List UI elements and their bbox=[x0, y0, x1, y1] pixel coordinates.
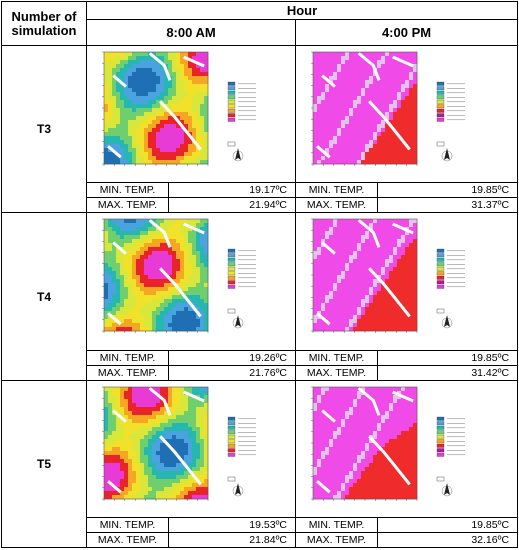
temperature-map-t5-8am bbox=[86, 379, 296, 518]
min-temp-label: MIN. TEMP. bbox=[86, 516, 169, 533]
max-temp-label: MAX. TEMP. bbox=[86, 197, 169, 214]
temperature-map-t3-8am bbox=[86, 45, 296, 184]
max-temp-value: 21.94ºC bbox=[168, 197, 296, 214]
max-temp-label: MAX. TEMP. bbox=[295, 531, 378, 549]
temperature-map-image bbox=[90, 383, 292, 514]
min-temp-label: MIN. TEMP. bbox=[86, 349, 169, 366]
max-temp-value: 31.42ºC bbox=[376, 364, 519, 381]
min-temp-label: MIN. TEMP. bbox=[86, 182, 169, 199]
max-temp-label: MAX. TEMP. bbox=[86, 531, 169, 549]
min-temp-value: 19.26ºC bbox=[168, 349, 296, 366]
simulation-label-t5: T5 bbox=[1, 379, 87, 549]
temperature-map-t4-8am bbox=[86, 212, 296, 351]
temperature-map-image bbox=[90, 49, 292, 180]
max-temp-label: MAX. TEMP. bbox=[295, 364, 378, 381]
max-temp-value: 31.37ºC bbox=[376, 197, 519, 214]
min-temp-value: 19.85ºC bbox=[376, 349, 519, 366]
column-8am-header: 8:00 AM bbox=[86, 19, 296, 47]
temperature-map-image bbox=[299, 49, 514, 180]
temperature-map-image bbox=[299, 216, 514, 347]
max-temp-label: MAX. TEMP. bbox=[295, 197, 378, 214]
min-temp-value: 19.85ºC bbox=[376, 516, 519, 533]
simulation-label-t4: T4 bbox=[1, 212, 87, 381]
min-temp-value: 19.53ºC bbox=[168, 516, 296, 533]
simulation-number-header: Number of simulation bbox=[1, 0, 87, 47]
max-temp-label: MAX. TEMP. bbox=[86, 364, 169, 381]
min-temp-value: 19.17ºC bbox=[168, 182, 296, 199]
temperature-map-t5-4pm bbox=[294, 379, 519, 518]
temperature-map-image bbox=[299, 383, 514, 514]
temperature-map-t3-4pm bbox=[294, 45, 519, 184]
max-temp-value: 21.84ºC bbox=[168, 531, 296, 549]
max-temp-value: 21.76ºC bbox=[168, 364, 296, 381]
min-temp-label: MIN. TEMP. bbox=[295, 516, 378, 533]
temperature-map-t4-4pm bbox=[294, 212, 519, 351]
min-temp-label: MIN. TEMP. bbox=[295, 349, 378, 366]
hour-header: Hour bbox=[85, 0, 519, 21]
max-temp-value: 32.16ºC bbox=[376, 531, 519, 549]
simulation-label-t3: T3 bbox=[1, 45, 87, 214]
min-temp-label: MIN. TEMP. bbox=[295, 182, 378, 199]
temperature-map-image bbox=[90, 216, 292, 347]
min-temp-value: 19.85ºC bbox=[376, 182, 519, 199]
column-4pm-header: 4:00 PM bbox=[294, 19, 519, 47]
